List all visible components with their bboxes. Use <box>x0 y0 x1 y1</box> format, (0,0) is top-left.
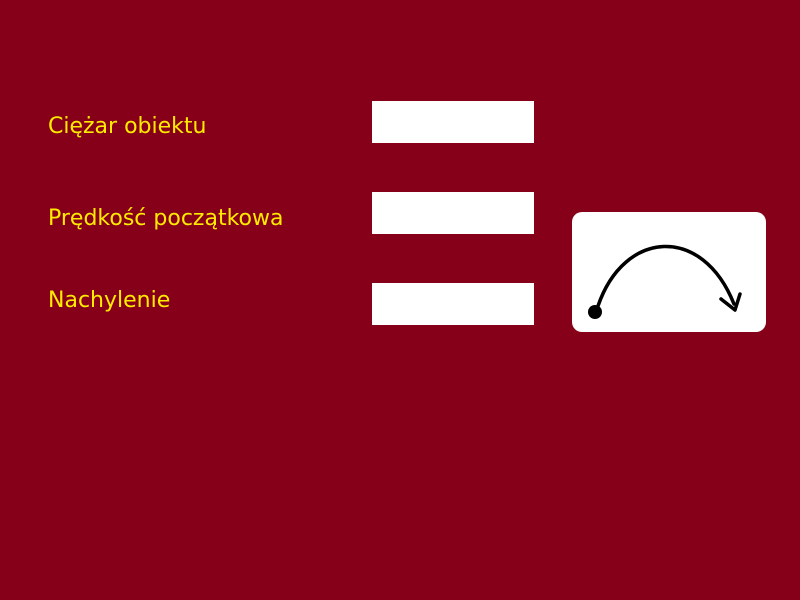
projectile-trajectory-icon <box>588 244 742 319</box>
weight-label: Ciężar obiektu <box>48 114 207 139</box>
launch-button[interactable] <box>572 212 766 332</box>
projectile-ball <box>588 305 602 319</box>
initial-velocity-label: Prędkość początkowa <box>48 206 284 231</box>
initial-velocity-input[interactable] <box>372 192 534 234</box>
arrowhead <box>719 292 742 312</box>
angle-input[interactable] <box>372 283 534 325</box>
trajectory-arc <box>596 244 736 308</box>
weight-input[interactable] <box>372 101 534 143</box>
angle-label: Nachylenie <box>48 288 171 313</box>
